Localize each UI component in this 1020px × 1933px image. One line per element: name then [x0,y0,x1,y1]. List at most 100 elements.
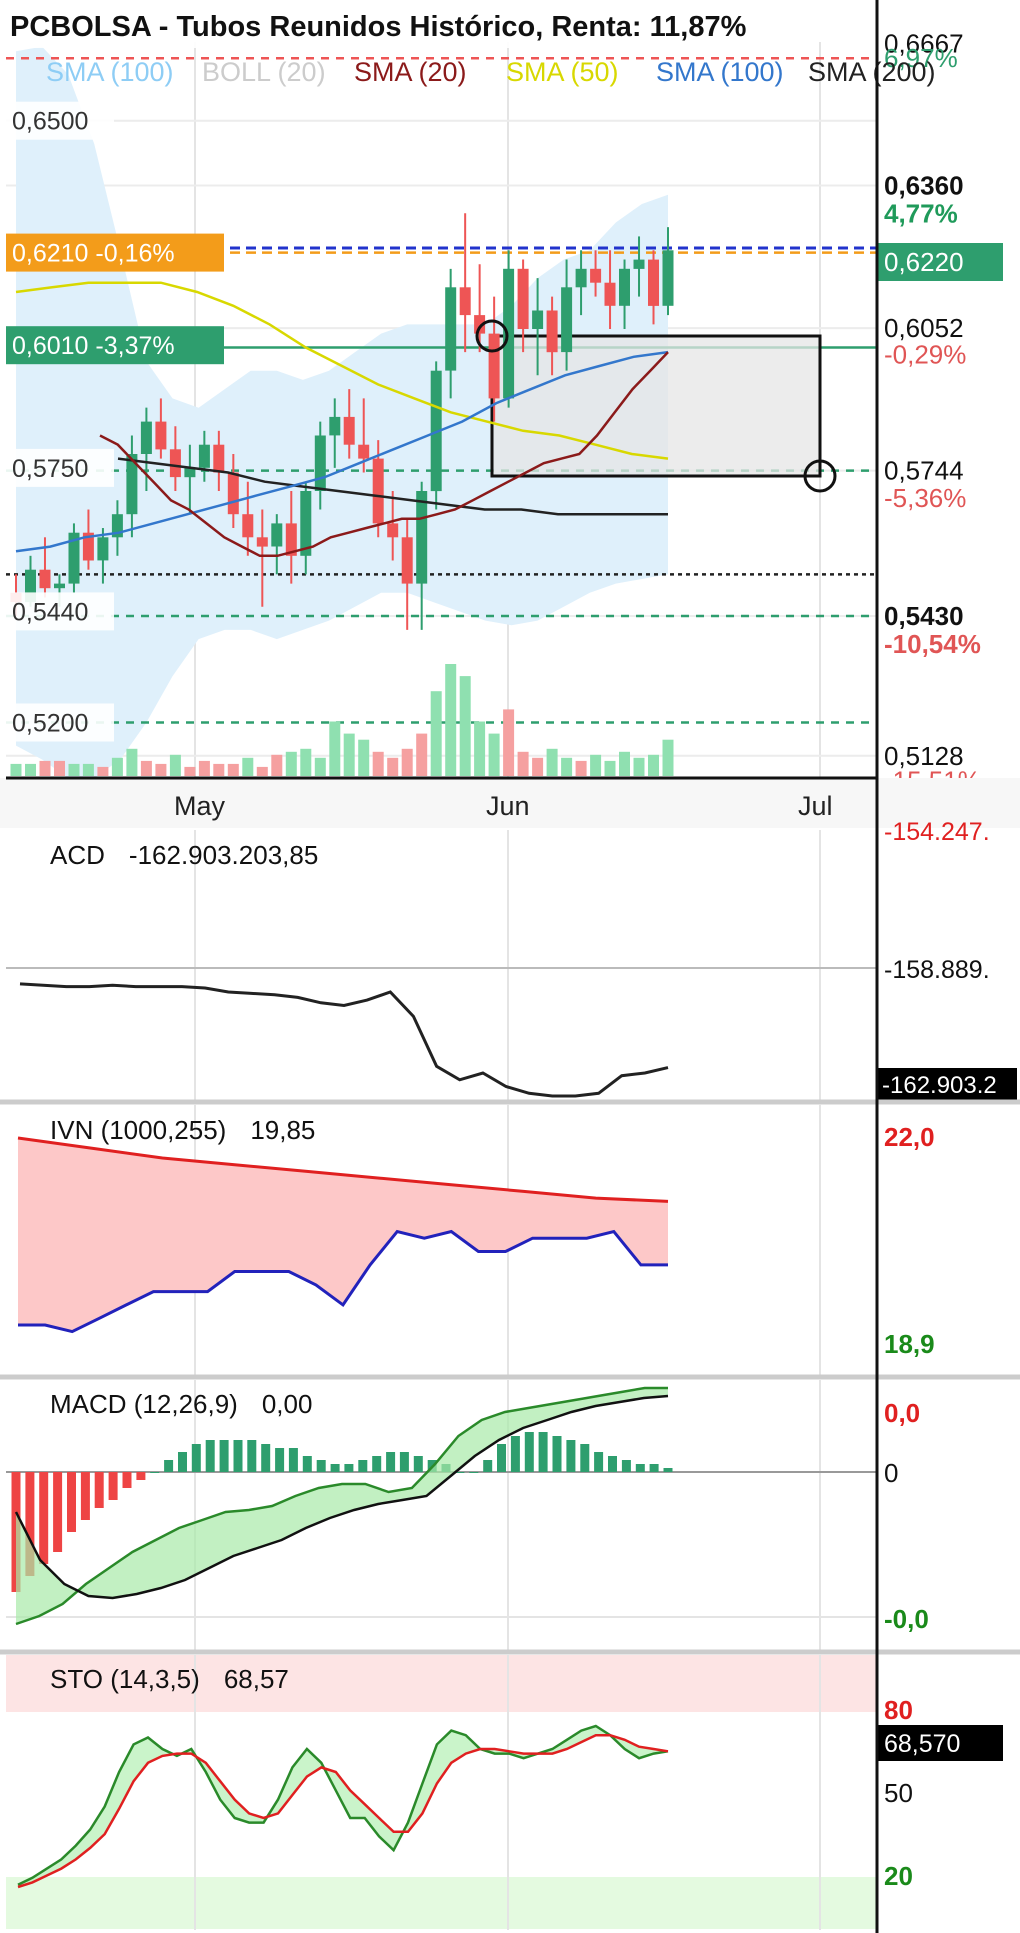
volume-bar [604,760,616,776]
macd-hist-bar [524,1432,534,1472]
candle-body [54,583,65,589]
macd-hist-bar [205,1440,215,1472]
projection-box [490,334,822,478]
sto-panel[interactable]: STO (14,3,5) 68,57 80 68,570 50 20 [6,1655,1003,1930]
volume-bar [343,733,355,776]
candle-body [184,467,196,478]
legend-item[interactable]: SMA (100) [656,57,784,87]
legend-item[interactable]: SMA (20) [354,57,467,87]
macd-hist-bar [483,1460,493,1472]
candle-body [343,416,355,445]
volume-bar [25,763,36,776]
volume-bar [372,751,384,776]
volume-bar [314,757,326,776]
macd-hist-bar [552,1436,562,1472]
sma200-line [117,457,668,516]
left-tag-text: 0,5440 [12,598,88,626]
macd-hist-bar [80,1472,90,1520]
legend-item[interactable]: SMA (50) [506,57,619,87]
candle-body [25,569,36,603]
macd-hist-bar [122,1472,132,1488]
macd-hist-bar [136,1472,146,1480]
bollinger-band [16,46,668,779]
volume-bar [111,757,123,776]
sto-oversold-zone [6,1877,877,1929]
volume-bar [198,760,210,776]
volume-bar [488,733,500,776]
volume-bar [227,763,239,776]
volume-bar [430,691,442,776]
macd-hist-bar [247,1440,257,1472]
macd-hist-bar [288,1448,298,1472]
x-tick-jul: Jul [798,791,833,821]
sto-k-line [17,1724,669,1886]
candle-body [604,282,616,306]
sto-right-80: 80 [884,1695,913,1725]
candle-body [648,259,659,306]
projection-handle-end[interactable] [803,459,837,493]
sto-tag-bg [877,1725,1003,1761]
candle-body [662,250,674,306]
left-tag-text: 0,6210 -0,16% [12,240,175,268]
sto-d-line [17,1733,669,1889]
macd-hist-bar [608,1456,617,1472]
acd-right-top: -154.247. [884,818,990,846]
macd-label: MACD (12,26,9) 0,00 [50,1389,312,1419]
macd-panel[interactable]: MACD (12,26,9) 0,00 0,0 0 -0,0 [6,1380,929,1650]
legend-item[interactable]: BOLL (20) [202,57,326,87]
volume-bar [213,763,225,776]
left-tag-text: 0,6010 -3,37% [12,332,175,360]
indicator-legend[interactable]: SMA (100) BOLL (20) SMA (20) SMA (50) SMA (1… [46,57,936,87]
right-axis-label: 0,5744 [884,456,964,486]
volume-bar [140,760,152,776]
candle-body [445,287,457,371]
candle-body [517,268,529,329]
volume-bar [474,721,486,776]
macd-hist-bar [594,1452,604,1472]
sto-right-50: 50 [884,1778,913,1808]
projection-handle-start[interactable] [475,319,509,353]
candle-body [561,287,573,353]
macd-hist-bar [455,1472,465,1473]
macd-hist-bar [330,1464,340,1472]
volume-bar [300,748,312,776]
legend-item[interactable]: SMA (100) [46,57,174,87]
right-axis-label: 0,5430 [884,601,964,631]
candle-body [532,310,544,329]
legend-item[interactable]: SMA (200) [808,57,936,87]
candle-body [590,268,602,283]
ivn-right-bottom: 18,9 [884,1329,935,1359]
candle-body [198,444,210,468]
volume-bar [575,760,587,776]
chart-title: PCBOLSA - Tubos Reunidos Histórico, Rent… [10,11,747,43]
macd-hist-bar [316,1460,326,1472]
left-tag-text: 0,5750 [12,455,88,483]
macd-hist-bar [178,1452,187,1472]
macd-hist-bar [399,1452,409,1472]
macd-hist-bar [275,1448,285,1472]
macd-hist-bar [635,1464,645,1472]
acd-line [19,982,669,1098]
sto-tag: 68,570 [884,1730,960,1758]
macd-hist-bar [413,1456,423,1472]
volume-bar [561,757,573,776]
left-tag-bg [6,592,114,631]
macd-hist-bar [497,1444,506,1472]
volume-bar [184,766,196,776]
macd-hist-bar [344,1464,354,1472]
candle-body [39,569,51,589]
acd-label: ACD -162.903.203,85 [50,840,318,870]
candle-body [111,514,123,538]
macd-hist-bar [649,1464,659,1472]
volume-bar [619,751,630,776]
ivn-panel[interactable]: IVN (1000,255) 19,85 22,0 18,9 [17,1104,935,1375]
candle-body [256,537,268,547]
candle-body [300,491,312,556]
volume-bar [546,748,558,776]
macd-hist-bar [25,1472,35,1576]
acd-panel[interactable]: ACD -162.903.203,85 -154.247. -158.889. -… [6,818,1017,1100]
volume-bars [10,664,674,776]
right-axis-label: 0,6667 [884,28,964,58]
ivn-upper-line [17,1136,669,1203]
macd-hist-bar [53,1472,63,1552]
